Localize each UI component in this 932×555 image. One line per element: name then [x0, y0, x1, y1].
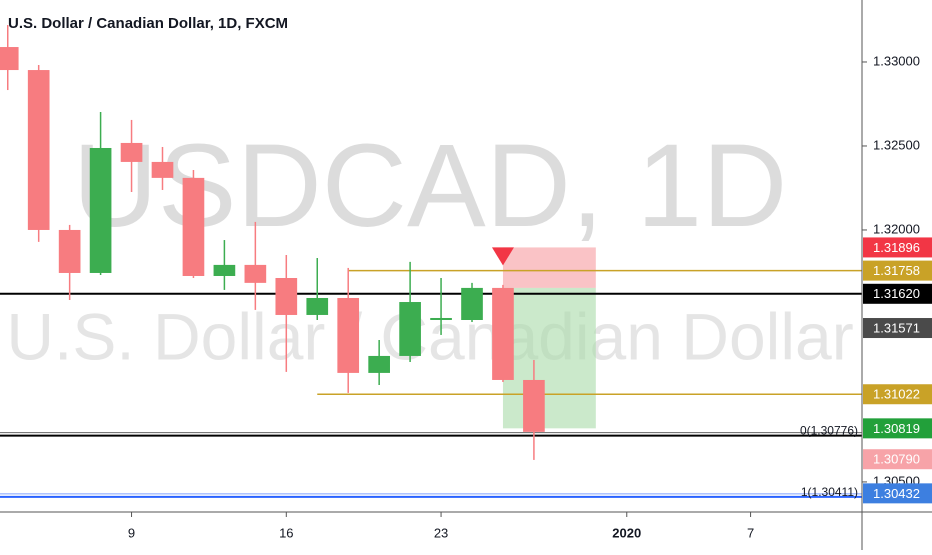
entry-marker: [491, 247, 514, 266]
x-tick-label: 2020: [612, 525, 641, 540]
candle-body: [213, 264, 236, 276]
candle-body: [337, 297, 360, 373]
candle-body: [58, 229, 81, 273]
candle-body: [492, 287, 514, 380]
y-tick-label: 1.32500: [873, 137, 920, 152]
watermark-name: U.S. Dollar / Canadian Dollar: [6, 299, 853, 373]
candle-body: [89, 147, 112, 273]
watermark-symbol: USDCAD, 1D: [73, 120, 788, 252]
candle-body: [275, 278, 298, 315]
candle-body: [151, 161, 174, 178]
candle-body: [182, 177, 205, 276]
target-zone: [502, 287, 596, 429]
fib-label: 0(1.30776): [800, 424, 858, 438]
x-tick-label: 9: [128, 525, 135, 540]
price-tag-label: 1.31571: [873, 320, 920, 335]
candle-body: [27, 70, 50, 230]
price-tag: [863, 260, 932, 281]
candle-body: [399, 302, 421, 356]
x-tick-label: 7: [747, 525, 754, 540]
candle-body: [523, 379, 545, 432]
candle-body: [461, 287, 483, 320]
price-tag: [863, 318, 932, 339]
candle-body: [244, 264, 267, 283]
price-tag-label: 1.30790: [873, 452, 920, 467]
y-tick-label: 1.32000: [873, 221, 920, 236]
price-tag-label: 1.30819: [873, 421, 920, 436]
price-tag: [863, 418, 932, 439]
x-tick-label: 23: [434, 525, 448, 540]
x-tick-label: 16: [279, 525, 293, 540]
price-tag: [863, 237, 932, 258]
stop-zone: [502, 247, 596, 288]
price-tag-label: 1.31896: [873, 240, 920, 255]
candle-body: [120, 142, 143, 162]
price-tag: [863, 283, 932, 304]
price-tag: [863, 384, 932, 405]
price-tag-label: 1.30432: [873, 486, 920, 501]
price-tag-label: 1.31758: [873, 263, 920, 278]
candle-body: [0, 47, 19, 71]
chart-title: U.S. Dollar / Canadian Dollar, 1D, FXCM: [8, 15, 288, 32]
candle-body: [306, 297, 329, 315]
price-tag-label: 1.31620: [873, 286, 920, 301]
candle-body: [368, 355, 390, 373]
y-tick-label: 1.33000: [873, 53, 920, 68]
candle-body: [430, 317, 452, 320]
price-tag-label: 1.31022: [873, 387, 920, 402]
price-tag: [863, 449, 932, 470]
plot: 0(1.30776) 1(1.30411): [0, 25, 862, 499]
fib-label: 1(1.30411): [801, 485, 858, 499]
price-tag: [863, 483, 932, 504]
